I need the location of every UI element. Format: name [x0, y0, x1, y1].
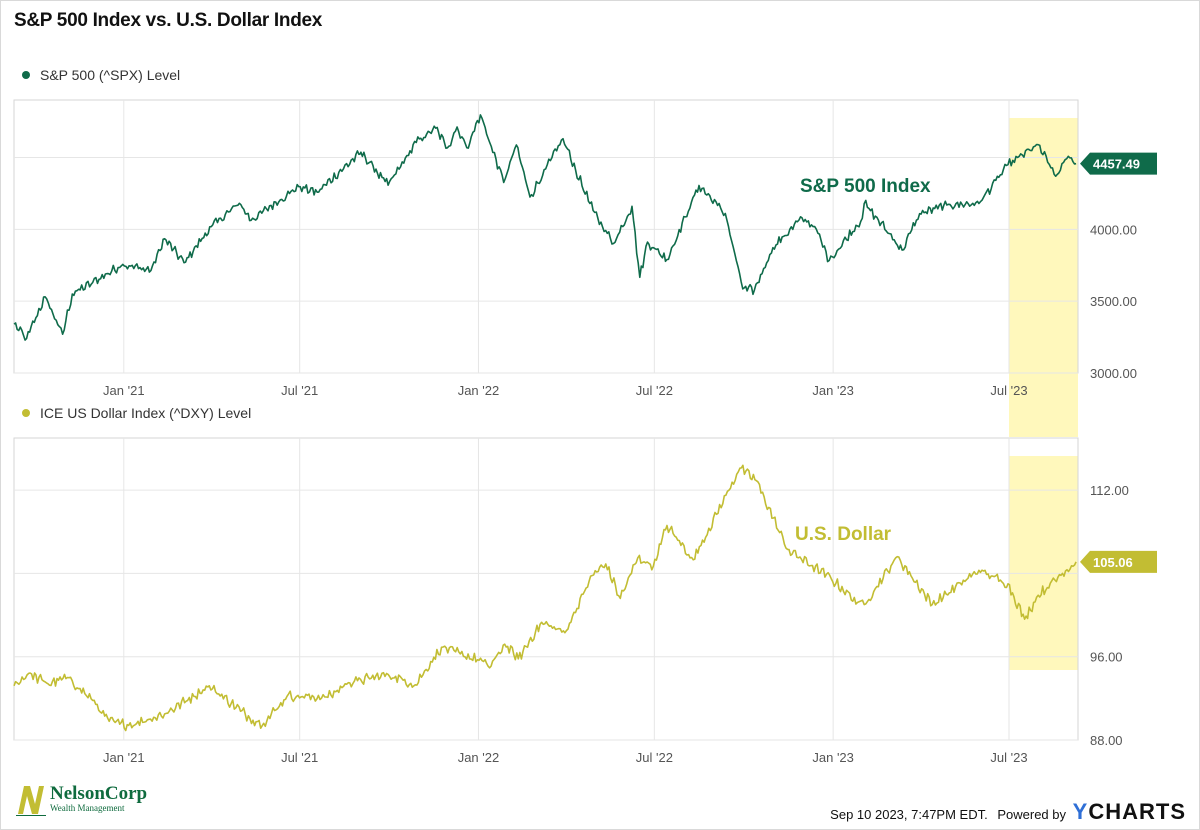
- nelsoncorp-logo: NelsonCorp Wealth Management: [16, 784, 147, 816]
- legend-dxy-marker: [22, 409, 30, 417]
- legend-spx-label: S&P 500 (^SPX) Level: [40, 67, 181, 83]
- y-tick-label: 4000.00: [1090, 222, 1137, 237]
- x-tick-label: Jul '22: [636, 383, 673, 398]
- y-tick-label: 3500.00: [1090, 294, 1137, 309]
- logo-name: NelsonCorp: [50, 783, 148, 804]
- ycharts-logo-text: CHARTS: [1088, 799, 1186, 824]
- x-tick-label: Jul '23: [990, 750, 1027, 765]
- plot-frame: [13, 99, 1079, 374]
- x-tick-label: Jul '22: [636, 750, 673, 765]
- logo-subtitle: Wealth Management: [50, 803, 125, 813]
- ycharts-logo-y: Y: [1072, 799, 1089, 824]
- ycharts-logo[interactable]: YCHARTS: [1073, 799, 1186, 825]
- x-tick-label: Jan '23: [812, 750, 854, 765]
- footer-timestamp: Sep 10 2023, 7:47PM EDT. Powered by: [830, 807, 1066, 822]
- last-value-label: 105.06: [1093, 555, 1133, 570]
- last-value-label: 4457.49: [1093, 157, 1140, 172]
- y-tick-label: 88.00: [1090, 733, 1123, 748]
- legend-spx-marker: [22, 71, 30, 79]
- timestamp-text: Sep 10 2023, 7:47PM EDT.: [830, 807, 988, 822]
- annotation-dxy: U.S. Dollar: [795, 524, 892, 545]
- series-line-spx: [13, 114, 1077, 341]
- y-tick-label: 3000.00: [1090, 366, 1137, 381]
- annotation-spx: S&P 500 Index: [800, 176, 931, 197]
- x-tick-label: Jan '22: [458, 750, 500, 765]
- legend-dxy-label: ICE US Dollar Index (^DXY) Level: [40, 405, 252, 421]
- highlight-band: [1009, 118, 1078, 437]
- x-tick-label: Jan '21: [103, 383, 145, 398]
- x-tick-label: Jan '22: [458, 383, 500, 398]
- y-tick-label: 96.00: [1090, 650, 1123, 665]
- x-tick-label: Jan '23: [812, 383, 854, 398]
- legend-dxy: ICE US Dollar Index (^DXY) Level: [22, 405, 251, 421]
- highlight-band: [1009, 456, 1078, 670]
- last-value-tag: [1080, 550, 1157, 573]
- series-line-dxy: [13, 464, 1077, 732]
- x-tick-label: Jul '23: [990, 383, 1027, 398]
- nelsoncorp-logo-mark: [16, 786, 46, 816]
- legend-spx: S&P 500 (^SPX) Level: [22, 67, 180, 83]
- powered-by-text: Powered by: [997, 807, 1066, 822]
- x-tick-label: Jul '21: [281, 383, 318, 398]
- panel-dxy: 88.00 96.00 112.00 Jan '21 Jul '21 Jan '22 Jul…: [13, 437, 1157, 765]
- x-tick-label: Jul '21: [281, 750, 318, 765]
- page-title: S&P 500 Index vs. U.S. Dollar Index: [14, 10, 323, 31]
- y-tick-label: 112.00: [1090, 483, 1129, 498]
- x-tick-label: Jan '21: [103, 750, 145, 765]
- last-value-tag: [1080, 152, 1157, 175]
